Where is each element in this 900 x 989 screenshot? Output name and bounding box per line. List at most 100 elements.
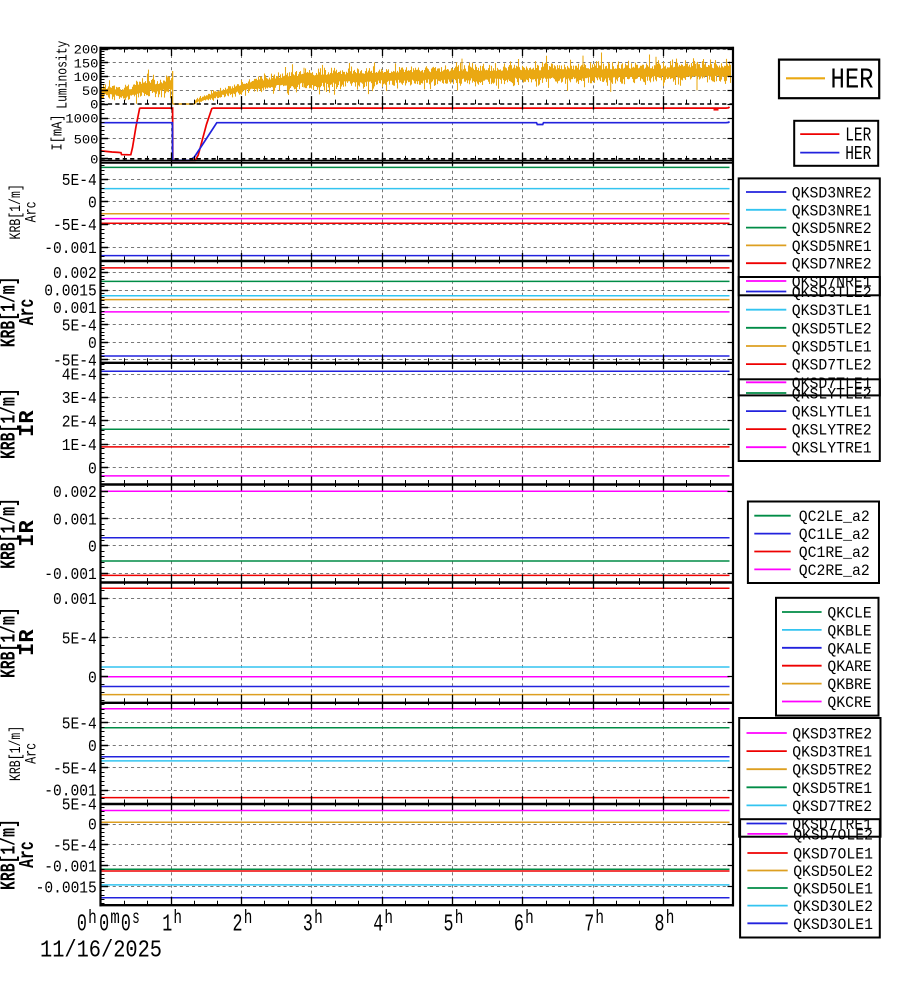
svg-text:200: 200 (74, 43, 99, 58)
svg-text:QKBLE: QKBLE (827, 622, 871, 640)
svg-text:HER: HER (845, 143, 871, 165)
svg-text:0: 0 (88, 334, 97, 353)
svg-text:0.001: 0.001 (53, 590, 97, 609)
svg-text:QKSLYTRE2: QKSLYTRE2 (792, 422, 872, 440)
svg-text:0: 0 (99, 912, 109, 939)
svg-text:6: 6 (514, 912, 524, 939)
svg-text:QKSD3TRE1: QKSD3TRE1 (792, 744, 872, 762)
svg-text:QKSD5OLE1: QKSD5OLE1 (793, 881, 873, 899)
svg-text:0: 0 (77, 912, 87, 939)
svg-text:QKSD3TRE2: QKSD3TRE2 (792, 726, 872, 744)
svg-text:s: s (132, 907, 140, 929)
svg-text:QKSD3NRE1: QKSD3NRE1 (792, 202, 872, 220)
svg-text:QKSD7NRE2: QKSD7NRE2 (792, 256, 872, 274)
svg-text:1: 1 (162, 912, 172, 939)
svg-text:QKSD3OLE1: QKSD3OLE1 (793, 916, 873, 934)
svg-text:1000: 1000 (65, 112, 98, 127)
svg-text:-5E-4: -5E-4 (53, 216, 97, 235)
svg-text:2E-4: 2E-4 (62, 412, 97, 431)
svg-text:QKSD5TLE2: QKSD5TLE2 (792, 320, 872, 338)
svg-text:100: 100 (74, 70, 99, 85)
svg-text:QKSLYTLE2: QKSLYTLE2 (792, 386, 872, 404)
svg-text:-0.001: -0.001 (44, 782, 97, 801)
svg-text:QKSD3TLE2: QKSD3TLE2 (792, 284, 872, 302)
svg-text:0.001: 0.001 (53, 510, 97, 529)
svg-text:QKSD5TRE1: QKSD5TRE1 (792, 780, 872, 798)
svg-text:Arc: Arc (16, 841, 40, 868)
svg-text:IR: IR (16, 629, 40, 656)
svg-text:0: 0 (88, 194, 97, 213)
svg-text:QKSLYTLE1: QKSLYTLE1 (792, 404, 872, 422)
svg-text:-5E-4: -5E-4 (53, 837, 97, 856)
svg-text:4: 4 (373, 912, 383, 939)
svg-text:KRB[1/m]: KRB[1/m] (0, 498, 22, 569)
svg-text:Arc: Arc (23, 743, 41, 764)
svg-text:QKBRE: QKBRE (827, 676, 871, 694)
svg-text:QKSD7TRE1: QKSD7TRE1 (792, 816, 872, 834)
svg-text:QKALE: QKALE (827, 640, 871, 658)
svg-text:h: h (595, 907, 604, 929)
svg-text:-5E-4: -5E-4 (53, 351, 97, 370)
svg-text:QKSD7TRE2: QKSD7TRE2 (792, 798, 872, 816)
svg-text:KRB[1/m]: KRB[1/m] (0, 388, 22, 459)
svg-text:QC1RE_a2: QC1RE_a2 (799, 544, 870, 562)
svg-text:KRB[1/m]: KRB[1/m] (0, 607, 22, 678)
svg-text:QKSD7OLE2: QKSD7OLE2 (793, 826, 873, 844)
svg-text:1E-4: 1E-4 (62, 436, 97, 455)
svg-text:QKSD5TRE2: QKSD5TRE2 (792, 762, 872, 780)
svg-text:150: 150 (74, 56, 99, 71)
svg-text:0: 0 (90, 98, 98, 113)
svg-text:QKSD5OLE2: QKSD5OLE2 (793, 863, 873, 881)
svg-text:5E-4: 5E-4 (62, 629, 97, 648)
svg-text:QKARE: QKARE (827, 658, 871, 676)
svg-text:0: 0 (88, 816, 97, 835)
svg-text:QKCLE: QKCLE (827, 605, 871, 623)
svg-text:h: h (88, 907, 97, 929)
svg-text:h: h (666, 907, 675, 929)
svg-text:KRB[1/m]: KRB[1/m] (7, 726, 25, 781)
svg-text:HER: HER (831, 64, 874, 97)
svg-text:8: 8 (655, 912, 665, 939)
svg-text:h: h (384, 907, 393, 929)
svg-text:5E-4: 5E-4 (62, 317, 97, 336)
svg-text:h: h (314, 907, 323, 929)
svg-text:5: 5 (444, 912, 454, 939)
svg-text:0: 0 (88, 538, 97, 557)
svg-text:5E-4: 5E-4 (62, 714, 97, 733)
svg-text:LER: LER (845, 125, 871, 147)
svg-text:QKSD3TLE1: QKSD3TLE1 (792, 302, 872, 320)
svg-text:2: 2 (233, 912, 243, 939)
svg-text:0: 0 (121, 912, 131, 939)
svg-text:QKSD7NRE1: QKSD7NRE1 (792, 274, 872, 292)
svg-text:4E-4: 4E-4 (62, 366, 97, 385)
svg-text:QKSD3OLE2: QKSD3OLE2 (793, 898, 873, 916)
svg-text:h: h (525, 907, 534, 929)
svg-text:3: 3 (303, 912, 313, 939)
svg-text:0: 0 (90, 152, 98, 167)
svg-text:QKSD3NRE2: QKSD3NRE2 (792, 185, 872, 203)
svg-text:QKSD5NRE2: QKSD5NRE2 (792, 220, 872, 238)
svg-text:QKSLYTRE1: QKSLYTRE1 (792, 440, 872, 458)
svg-text:h: h (244, 907, 253, 929)
svg-text:-5E-4: -5E-4 (53, 759, 97, 778)
svg-text:KRB[1/m]: KRB[1/m] (0, 277, 22, 348)
svg-text:500: 500 (74, 132, 99, 147)
svg-text:QC1LE_a2: QC1LE_a2 (799, 526, 870, 544)
svg-text:h: h (173, 907, 182, 929)
svg-text:50: 50 (82, 84, 99, 99)
svg-text:11/16/2025: 11/16/2025 (40, 938, 162, 965)
svg-text:5E-4: 5E-4 (62, 796, 97, 815)
svg-text:0.0015: 0.0015 (44, 282, 97, 301)
svg-text:m: m (110, 907, 120, 929)
svg-text:-0.001: -0.001 (44, 565, 97, 584)
svg-text:QKSD7TLE2: QKSD7TLE2 (792, 357, 872, 375)
svg-text:IR: IR (16, 520, 40, 547)
svg-text:QKSD7OLE1: QKSD7OLE1 (793, 846, 873, 864)
svg-text:Arc: Arc (23, 201, 41, 222)
svg-text:3E-4: 3E-4 (62, 389, 97, 408)
svg-text:0: 0 (88, 459, 97, 478)
svg-text:IR: IR (16, 410, 40, 437)
svg-text:QC2RE_a2: QC2RE_a2 (799, 562, 870, 580)
svg-text:KRB[1/m]: KRB[1/m] (7, 184, 25, 239)
svg-text:5E-4: 5E-4 (62, 171, 97, 190)
